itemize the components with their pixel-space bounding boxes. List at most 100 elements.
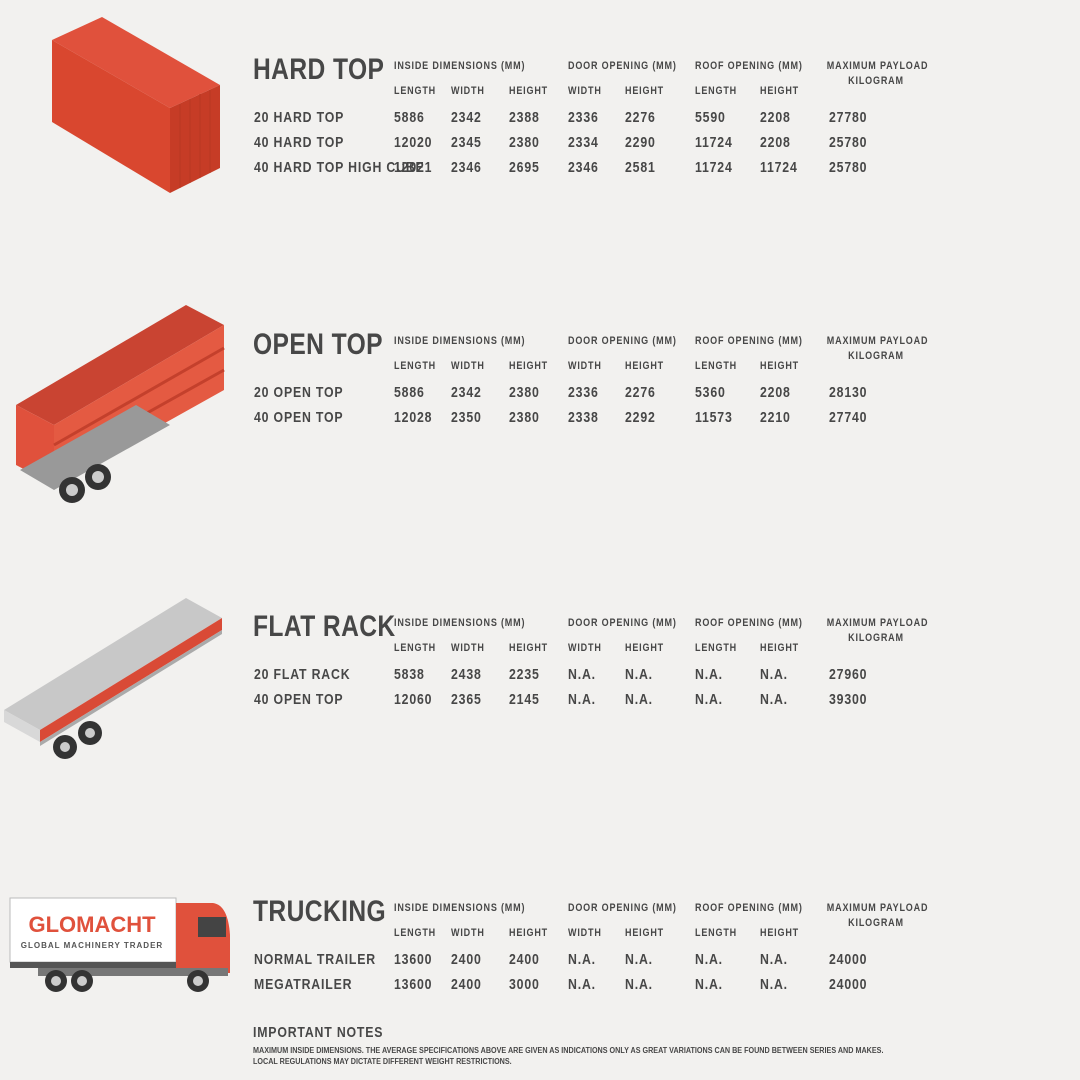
column-header: LENGTH <box>394 642 437 654</box>
column-header: WIDTH <box>451 642 485 654</box>
section-title: HARD TOP <box>253 53 385 86</box>
column-header: HEIGHT <box>760 360 800 372</box>
section-title: TRUCKING <box>253 895 387 928</box>
column-header: LENGTH <box>695 927 738 939</box>
group-header: INSIDE DIMENSIONS (MM) <box>394 617 526 629</box>
container-illustration <box>52 17 220 193</box>
cell: N.A. <box>760 691 788 708</box>
column-header: WIDTH <box>568 927 602 939</box>
cell: 2400 <box>451 976 482 993</box>
cell: 25780 <box>829 134 868 151</box>
group-header: DOOR OPENING (MM) <box>568 617 677 629</box>
cell: 12020 <box>394 134 433 151</box>
group-header: DOOR OPENING (MM) <box>568 335 677 347</box>
payload-header: MAXIMUM PAYLOAD <box>826 902 929 914</box>
group-header: INSIDE DIMENSIONS (MM) <box>394 60 526 72</box>
cell: 2400 <box>509 951 540 968</box>
column-header: WIDTH <box>568 642 602 654</box>
payload-header: KILOGRAM <box>848 75 904 87</box>
column-header: LENGTH <box>394 85 437 97</box>
cell: N.A. <box>568 976 596 993</box>
flat-rack-illustration <box>4 598 222 759</box>
group-header: INSIDE DIMENSIONS (MM) <box>394 902 526 914</box>
cell: 2388 <box>509 109 540 126</box>
cell: 2338 <box>568 409 599 426</box>
row-label: NORMAL TRAILER <box>254 951 376 968</box>
cell: 5590 <box>695 109 726 126</box>
row-label: MEGATRAILER <box>254 976 353 993</box>
section-title: FLAT RACK <box>253 610 396 643</box>
cell: N.A. <box>695 976 723 993</box>
cell: 3000 <box>509 976 540 993</box>
cell: 13600 <box>394 976 433 993</box>
cell: 27780 <box>829 109 868 126</box>
payload-header: MAXIMUM PAYLOAD <box>826 60 929 72</box>
column-header: HEIGHT <box>509 642 549 654</box>
cell: 2342 <box>451 384 482 401</box>
cell: 2350 <box>451 409 482 426</box>
cell: 2276 <box>625 109 656 126</box>
payload-header: KILOGRAM <box>848 632 904 644</box>
column-header: HEIGHT <box>760 85 800 97</box>
cell: N.A. <box>760 976 788 993</box>
cell: 2290 <box>625 134 656 151</box>
cell: 24000 <box>829 951 868 968</box>
group-header: ROOF OPENING (MM) <box>695 335 803 347</box>
cell: N.A. <box>760 951 788 968</box>
column-header: WIDTH <box>451 927 485 939</box>
payload-header: MAXIMUM PAYLOAD <box>826 335 929 347</box>
notes-title: IMPORTANT NOTES <box>253 1024 384 1041</box>
logo-tagline: GLOBAL MACHINERY TRADER <box>21 941 163 950</box>
column-header: HEIGHT <box>760 927 800 939</box>
cell: N.A. <box>695 951 723 968</box>
column-header: HEIGHT <box>509 927 549 939</box>
row-label: 40 HARD TOP <box>254 134 345 151</box>
row-label: 20 HARD TOP <box>254 109 345 126</box>
cell: 2438 <box>451 666 482 683</box>
cell: 28130 <box>829 384 868 401</box>
cell: 13600 <box>394 951 433 968</box>
column-header: HEIGHT <box>509 360 549 372</box>
cell: 24000 <box>829 976 868 993</box>
group-header: DOOR OPENING (MM) <box>568 902 677 914</box>
row-label: 40 OPEN TOP <box>254 691 344 708</box>
group-header: DOOR OPENING (MM) <box>568 60 677 72</box>
cell: 2581 <box>625 159 656 176</box>
column-header: HEIGHT <box>625 927 665 939</box>
payload-header: KILOGRAM <box>848 917 904 929</box>
cell: 2346 <box>568 159 599 176</box>
cell: 12060 <box>394 691 433 708</box>
column-header: HEIGHT <box>760 642 800 654</box>
column-header: HEIGHT <box>625 360 665 372</box>
cell: N.A. <box>695 666 723 683</box>
group-header: ROOF OPENING (MM) <box>695 60 803 72</box>
column-header: LENGTH <box>394 927 437 939</box>
cell: 12021 <box>394 159 433 176</box>
truck-illustration: GLOMACHT GLOBAL MACHINERY TRADER <box>9 897 230 992</box>
cell: 2292 <box>625 409 656 426</box>
cell: 2365 <box>451 691 482 708</box>
cell: 2334 <box>568 134 599 151</box>
cell: 2400 <box>451 951 482 968</box>
cell: 2695 <box>509 159 540 176</box>
cell: N.A. <box>695 691 723 708</box>
cell: 2336 <box>568 109 599 126</box>
column-header: HEIGHT <box>625 642 665 654</box>
column-header: LENGTH <box>695 360 738 372</box>
cell: N.A. <box>568 951 596 968</box>
open-top-illustration <box>16 305 225 503</box>
logo-name: GLOMACHT <box>28 912 156 937</box>
cell: 2235 <box>509 666 540 683</box>
group-header: INSIDE DIMENSIONS (MM) <box>394 335 526 347</box>
cell: 2380 <box>509 409 540 426</box>
cell: 11724 <box>695 159 733 176</box>
group-header: ROOF OPENING (MM) <box>695 617 803 629</box>
row-label: 20 FLAT RACK <box>254 666 351 683</box>
cell: N.A. <box>625 691 653 708</box>
cell: 2208 <box>760 109 791 126</box>
cell: N.A. <box>568 691 596 708</box>
cell: 5838 <box>394 666 425 683</box>
cell: 12028 <box>394 409 433 426</box>
column-header: LENGTH <box>695 642 738 654</box>
